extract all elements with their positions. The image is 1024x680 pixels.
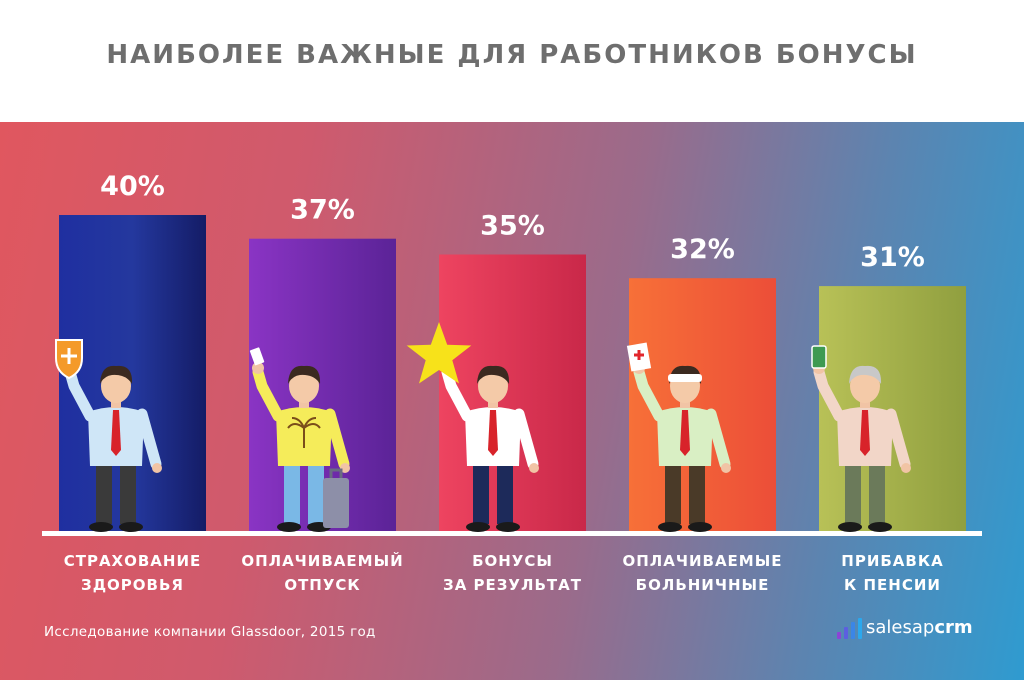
plus-icon — [61, 348, 77, 364]
source-note: Исследование компании Glassdoor, 2015 го… — [44, 624, 376, 640]
category-label-3: БОНУСЫ — [472, 552, 553, 570]
category-label-5: К ПЕНСИИ — [844, 576, 941, 594]
person-shoe — [868, 522, 892, 532]
person-arm — [136, 408, 162, 470]
person-hair — [849, 365, 882, 384]
bar-5 — [819, 286, 966, 531]
red-cross-icon — [634, 350, 644, 360]
person-hair — [100, 365, 133, 384]
person-shoe — [496, 522, 520, 532]
palm-tree-shape — [287, 417, 321, 448]
tie-icon — [488, 410, 498, 456]
category-label-3: ЗА РЕЗУЛЬТАТ — [443, 576, 582, 594]
person-arm — [513, 408, 539, 470]
person-shoe — [658, 522, 682, 532]
person-hand — [901, 463, 911, 473]
money-banknote-icon — [811, 345, 827, 369]
brand-logo: salesapcrm — [836, 614, 996, 642]
palm-tree-icon — [287, 417, 321, 448]
person-hair — [288, 365, 321, 384]
chart-title: НАИБОЛЕЕ ВАЖНЫЕ ДЛЯ РАБОТНИКОВ БОНУСЫ — [106, 40, 918, 70]
value-label-5: 31% — [860, 242, 925, 273]
person-hand — [529, 463, 539, 473]
person-head — [478, 369, 508, 403]
airplane-ticket-icon — [249, 347, 265, 366]
person-arm — [813, 366, 845, 422]
person-shoe — [277, 522, 301, 532]
person-shoe — [688, 522, 712, 532]
bandage-icon — [668, 374, 702, 382]
category-label-1: СТРАХОВАНИЕ — [64, 552, 202, 570]
person-leg — [308, 462, 324, 524]
person-figure-1 — [55, 339, 162, 532]
person-arm — [441, 366, 473, 422]
category-label-1: ЗДОРОВЬЯ — [81, 576, 184, 594]
value-label-1: 40% — [100, 171, 165, 202]
person-arm — [705, 408, 731, 470]
person-leg — [497, 462, 513, 524]
person-hair — [477, 365, 510, 384]
person-arm — [324, 408, 350, 470]
person-arm — [885, 408, 911, 470]
person-arm — [633, 366, 665, 422]
tie-icon — [111, 410, 121, 456]
person-shoe — [466, 522, 490, 532]
person-leg — [665, 462, 681, 524]
brand-bars-icon — [837, 618, 862, 639]
person-leg — [96, 462, 112, 524]
tie-icon — [680, 410, 690, 456]
person-arm — [252, 366, 284, 422]
person-figure-4 — [626, 342, 731, 532]
person-shoe — [838, 522, 862, 532]
person-shoe — [119, 522, 143, 532]
person-leg — [845, 462, 861, 524]
person-figure-3 — [406, 322, 539, 532]
person-hand — [721, 463, 731, 473]
person-leg — [284, 462, 300, 524]
person-leg — [869, 462, 885, 524]
baseline — [42, 531, 982, 536]
person-shoe — [89, 522, 113, 532]
category-label-2: ОПЛАЧИВАЕМЫЙ — [241, 551, 403, 570]
category-label-2: ОТПУСК — [284, 576, 360, 594]
brand-name: salesapcrm — [866, 617, 973, 638]
category-label-4: БОЛЬНИЧНЫЕ — [636, 576, 770, 594]
person-leg — [689, 462, 705, 524]
person-hand — [152, 463, 162, 473]
suitcase-icon — [323, 468, 349, 528]
suitcase-handle — [329, 468, 343, 478]
person-figure-2 — [249, 347, 350, 532]
value-label-2: 37% — [290, 195, 355, 226]
star-icon — [406, 322, 472, 384]
person-leg — [473, 462, 489, 524]
category-label-4: ОПЛАЧИВАЕМЫЕ — [622, 552, 782, 570]
person-head — [289, 369, 319, 403]
person-leg — [120, 462, 136, 524]
suitcase-body — [323, 478, 349, 528]
person-head — [101, 369, 131, 403]
value-label-3: 35% — [480, 211, 545, 242]
tie-icon — [860, 410, 870, 456]
person-figure-5 — [811, 345, 911, 532]
category-label-5: ПРИБАВКА — [841, 552, 943, 570]
person-head — [850, 369, 880, 403]
value-label-4: 32% — [670, 234, 735, 265]
